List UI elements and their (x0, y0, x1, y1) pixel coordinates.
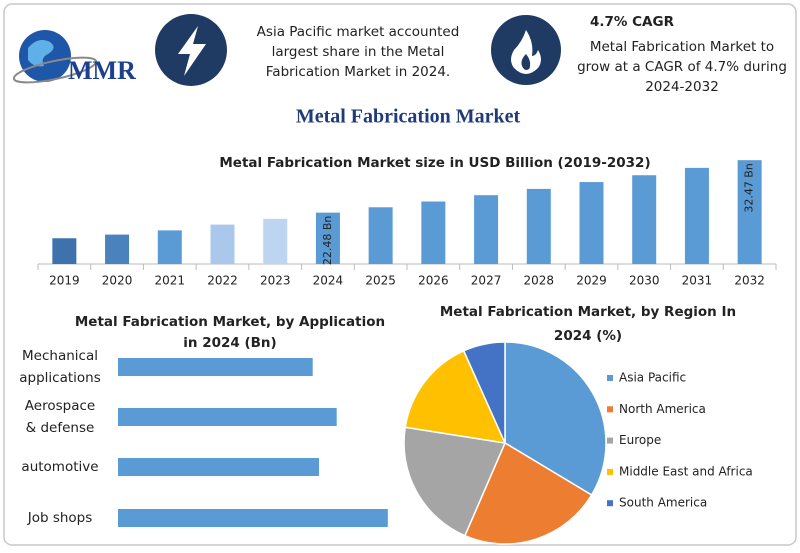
info-text: 2024-2032 (645, 79, 719, 95)
category-label: applications (19, 370, 101, 386)
category-label: Job shops (27, 510, 93, 526)
bar (684, 167, 709, 264)
bar (118, 509, 388, 527)
bar (632, 175, 657, 264)
frame (3, 3, 797, 546)
info-text: Fabrication Market in 2024. (266, 64, 450, 80)
category-label: Aerospace (25, 398, 95, 414)
x-tick-label: 2026 (418, 274, 449, 288)
legend-label: Europe (619, 433, 661, 447)
value-label: 22.48 Bn (321, 216, 334, 266)
bar (421, 201, 446, 264)
info-text: grow at a CAGR of 4.7% during (577, 59, 787, 75)
flame-icon (511, 30, 541, 74)
main-title: Metal Fabrication Market (296, 106, 521, 128)
x-tick-label: 2028 (524, 274, 555, 288)
pie-slice (462, 341, 506, 444)
chart-title: 2024 (%) (554, 328, 622, 344)
x-tick-label: 2024 (313, 274, 344, 288)
bar (315, 212, 340, 264)
bar (118, 358, 313, 376)
x-tick-label: 2023 (260, 274, 291, 288)
pie-slice (463, 441, 593, 545)
legend-label: South America (619, 496, 707, 510)
logo-swoosh (12, 56, 98, 84)
bar (210, 224, 235, 264)
info-text: Asia Pacific market accounted (257, 24, 460, 40)
legend-swatch (607, 500, 613, 507)
bar (526, 188, 551, 264)
legend-label: Middle East and Africa (619, 464, 753, 478)
chart-title: Metal Fabrication Market, by Application (75, 314, 385, 330)
legend-swatch (607, 437, 613, 444)
x-tick-label: 2031 (682, 274, 713, 288)
info-text: Metal Fabrication Market to (590, 39, 774, 55)
category-label: & defense (26, 420, 95, 436)
legend-swatch (607, 375, 613, 381)
legend-label: North America (619, 402, 706, 416)
bar (263, 218, 288, 264)
chart-title: Metal Fabrication Market, by Region In (440, 304, 736, 320)
category-label: Mechanical (22, 348, 98, 364)
x-tick-label: 2030 (629, 274, 660, 288)
lightning-icon (178, 26, 206, 76)
legend-swatch (607, 468, 613, 475)
logo-text: MMR (68, 56, 136, 85)
legend-swatch (607, 406, 613, 413)
pie-slice (403, 426, 507, 537)
chart-title: in 2024 (Bn) (183, 335, 276, 351)
bar (118, 458, 319, 476)
bar (368, 207, 393, 264)
x-tick-label: 2019 (49, 274, 80, 288)
info-text: largest share in the Metal (272, 44, 445, 60)
bar (157, 230, 182, 264)
x-tick-label: 2032 (734, 274, 765, 288)
x-tick-label: 2022 (207, 274, 238, 288)
chart-title: Metal Fabrication Market size in USD Bil… (219, 155, 650, 171)
cagr-title: 4.7% CAGR (590, 14, 675, 30)
bar (474, 195, 499, 264)
logo: MMR (12, 30, 136, 85)
bar (105, 234, 130, 264)
legend-label: Asia Pacific (619, 371, 686, 385)
x-tick-label: 2020 (102, 274, 133, 288)
category-label: automotive (21, 459, 98, 475)
value-label: 32.47 Bn (743, 163, 756, 213)
x-tick-label: 2025 (365, 274, 396, 288)
x-tick-label: 2027 (471, 274, 502, 288)
x-tick-label: 2021 (155, 274, 186, 288)
flame-core (521, 54, 531, 70)
bar (52, 238, 77, 264)
pie-slice (404, 349, 507, 444)
pie-slice (504, 341, 607, 496)
x-tick-label: 2029 (576, 274, 607, 288)
bar (118, 408, 337, 426)
logo-land (28, 40, 54, 67)
bar (579, 182, 604, 264)
bar (737, 160, 762, 264)
